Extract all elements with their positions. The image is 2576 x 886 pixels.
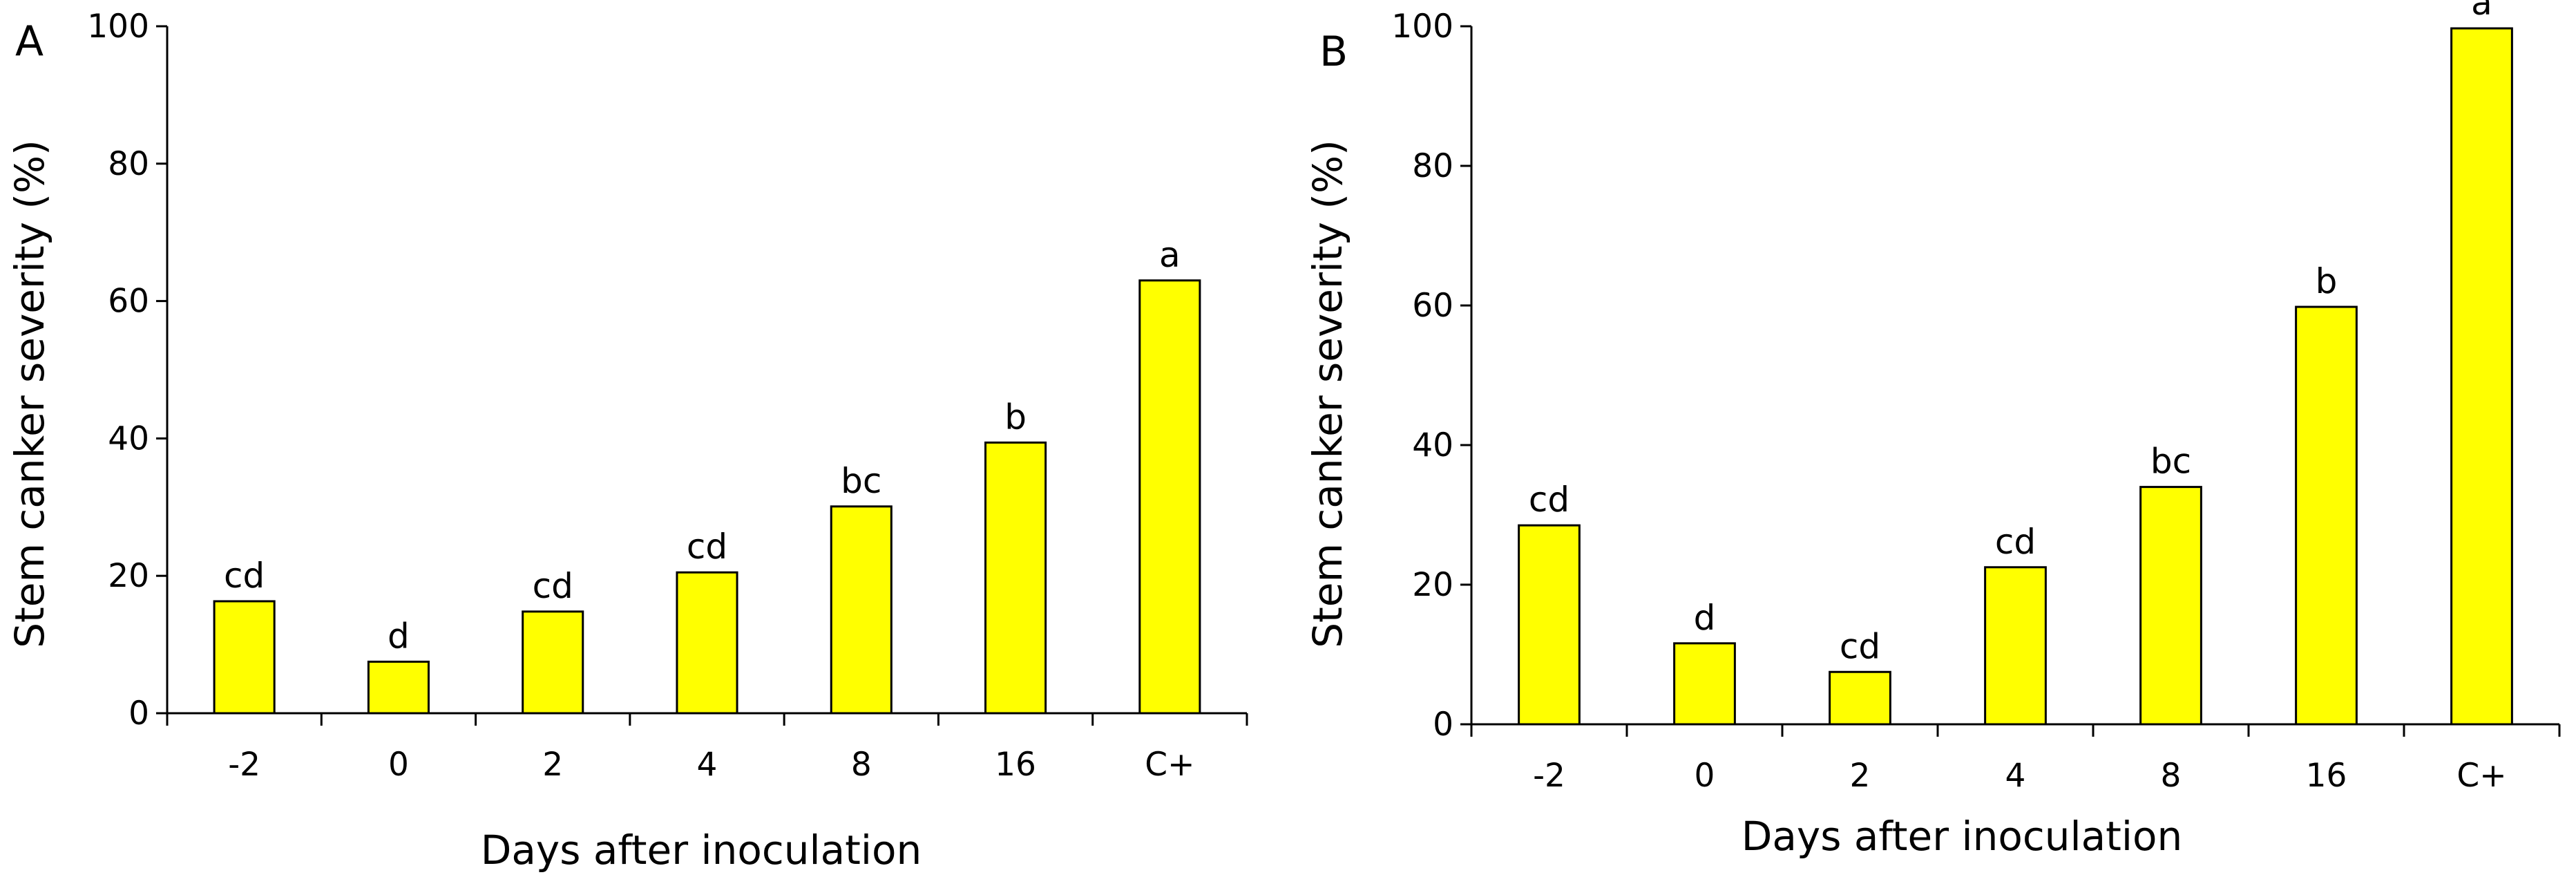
bar-b-1 [1673, 642, 1736, 726]
y-tick-label-a: 60 [108, 283, 149, 321]
bar-b-2 [1829, 670, 1891, 726]
x-tick-label-a-4: 8 [851, 746, 872, 784]
significance-label-b-4: bc [2150, 442, 2191, 482]
x-tick-label-b-3: 4 [2005, 757, 2026, 795]
bar-a-6 [1138, 279, 1201, 715]
y-axis-title-b: Stem canker severity (%) [1304, 140, 1351, 648]
x-tick-label-a-5: 16 [995, 746, 1036, 784]
chart-panel-b: B Stem canker severity (%) Days after in… [1304, 0, 2561, 860]
x-tick-label-b-0: -2 [1533, 757, 1565, 795]
x-tick-label-a-1: 0 [388, 746, 409, 784]
x-tick-label-b-2: 2 [1850, 757, 1871, 795]
bar-a-1 [367, 660, 430, 715]
x-axis-title-a: Days after inoculation [481, 827, 922, 874]
y-tick-label-a: 40 [108, 420, 149, 458]
significance-label-a-2: cd [533, 566, 573, 606]
x-tick-label-a-3: 4 [697, 746, 718, 784]
bar-b-3 [1984, 566, 2047, 726]
y-tick-label-b: 20 [1412, 566, 1453, 604]
bar-a-2 [522, 610, 584, 715]
y-tick-label-a: 80 [108, 145, 149, 183]
x-tick-label-a-6: C+ [1145, 746, 1194, 784]
plot-area-a: 0 20 40 60 80 100 -2 cd 0 d 2 cd 4 cd 8 bc 16 b C+ a [87, 8, 1248, 784]
x-tick-label-b-1: 0 [1695, 757, 1715, 795]
x-tick-label-b-6: C+ [2456, 757, 2506, 795]
significance-label-b-6: a [2471, 0, 2492, 23]
bar-a-3 [676, 571, 738, 715]
x-tick-label-a-0: -2 [228, 746, 260, 784]
x-tick-label-b-5: 16 [2306, 757, 2347, 795]
chart-panel-a: A Stem canker severity (%) Days after in… [6, 8, 1248, 874]
y-tick-label-a: 20 [108, 557, 149, 595]
y-tick-label-a: 100 [87, 8, 149, 46]
significance-label-a-6: a [1159, 235, 1181, 275]
significance-label-a-1: d [388, 616, 410, 656]
significance-label-b-1: d [1694, 598, 1716, 638]
plot-area-b: 0 20 40 60 80 100 -2 cd 0 d 2 cd 4 cd 8 bc 16 b C+ a [1391, 0, 2561, 795]
significance-label-b-0: cd [1529, 480, 1570, 520]
y-tick-label-a: 0 [128, 695, 149, 733]
significance-label-a-3: cd [687, 527, 727, 567]
bar-a-5 [984, 441, 1047, 715]
y-axis-title-a: Stem canker severity (%) [6, 140, 53, 648]
y-tick-label-b: 40 [1412, 426, 1453, 464]
significance-label-a-4: bc [841, 461, 881, 501]
x-tick-label-a-2: 2 [542, 746, 563, 784]
x-tick-label-b-4: 8 [2161, 757, 2182, 795]
panel-label-b: B [1319, 28, 1348, 76]
panel-label-a: A [15, 17, 44, 66]
bar-a-4 [830, 505, 893, 715]
bar-a-0 [213, 600, 276, 715]
significance-label-a-0: cd [224, 556, 265, 596]
bar-b-5 [2295, 305, 2358, 726]
significance-label-b-3: cd [1995, 522, 2036, 562]
y-tick-label-b: 60 [1412, 287, 1453, 325]
x-axis-title-b: Days after inoculation [1742, 813, 2183, 860]
significance-label-b-2: cd [1840, 626, 1880, 666]
significance-label-a-5: b [1004, 397, 1027, 437]
significance-label-b-5: b [2316, 261, 2338, 301]
bar-b-0 [1518, 524, 1581, 726]
y-tick-label-b: 100 [1391, 8, 1453, 46]
y-tick-label-b: 0 [1433, 706, 1453, 744]
bar-b-4 [2139, 486, 2202, 726]
bar-b-6 [2450, 27, 2513, 726]
y-tick-label-b: 80 [1412, 147, 1453, 185]
